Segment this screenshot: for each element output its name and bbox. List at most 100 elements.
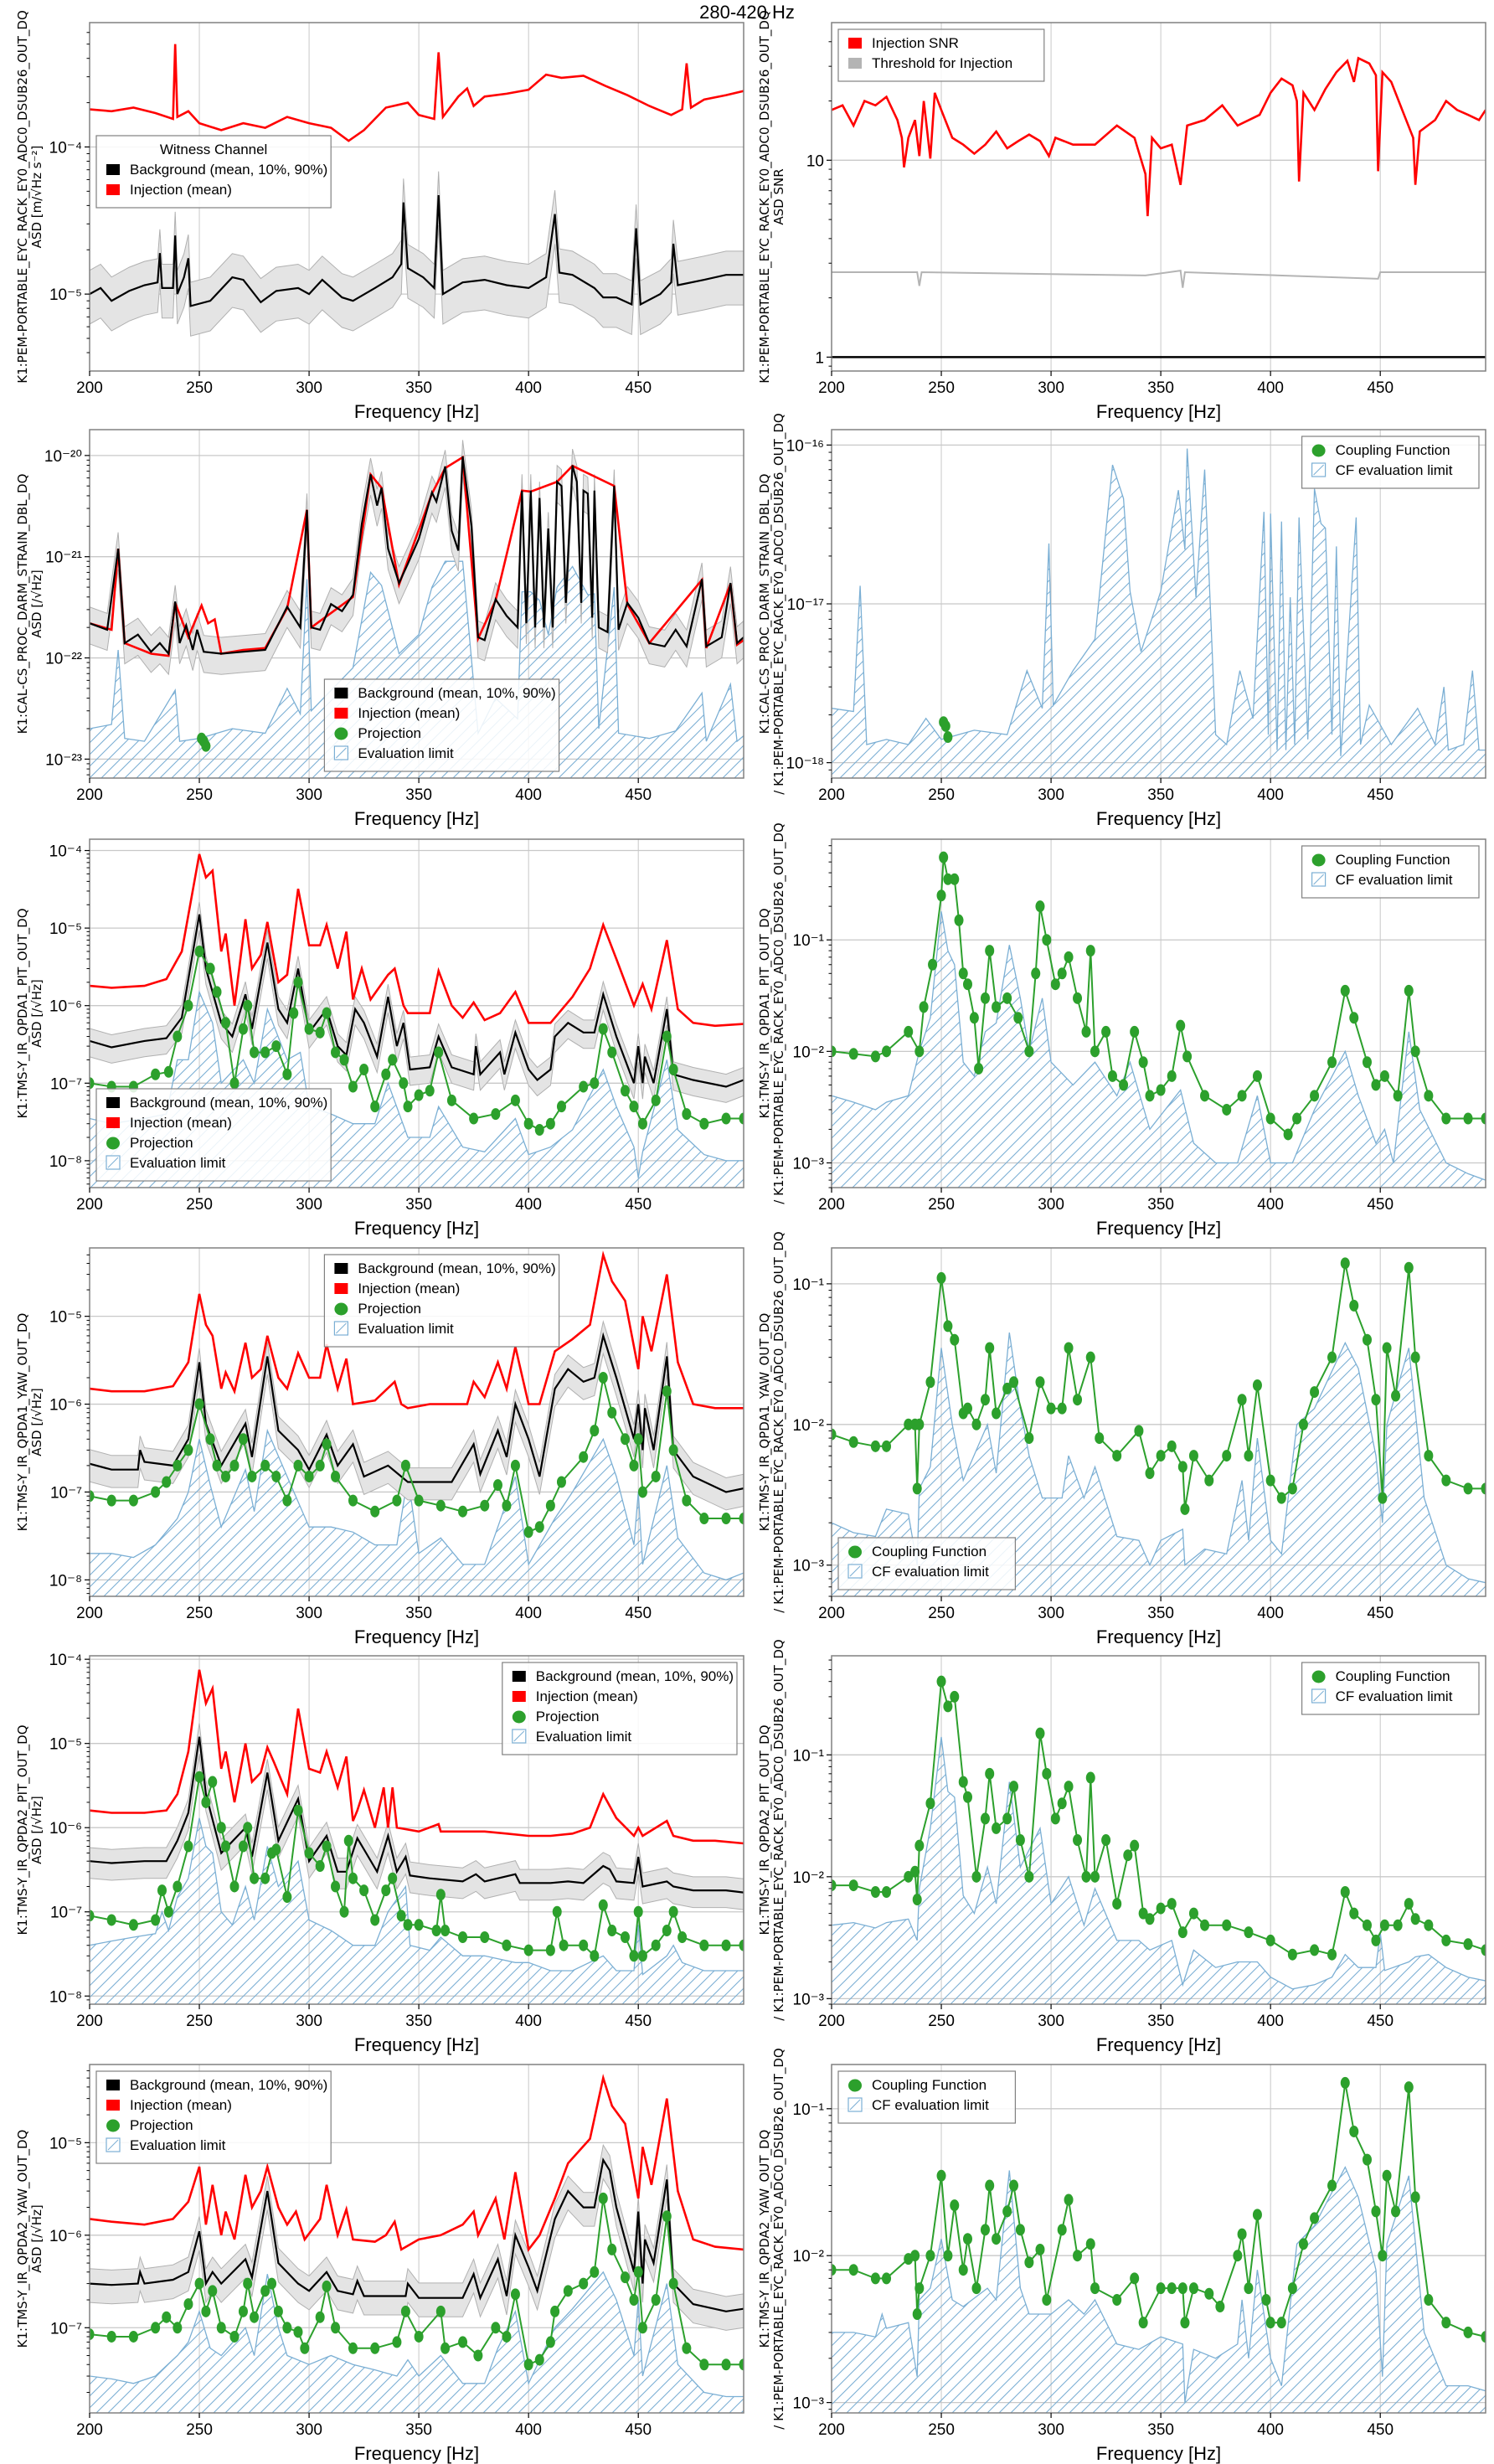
projection-point <box>90 1910 95 1922</box>
projection-point <box>1204 2287 1214 2300</box>
projection-point <box>304 1023 314 1035</box>
projection-point <box>870 1050 880 1063</box>
legend-label: Coupling Function <box>1336 442 1450 458</box>
x-tick-label: 400 <box>515 2013 542 2030</box>
legend: Witness Channel Background (mean, 10%, 90… <box>95 135 332 209</box>
x-tick-label: 450 <box>625 379 652 397</box>
x-axis-label: Frequency [Hz] <box>354 2443 479 2464</box>
y-axis-label: K1:TMS-Y_IR_QPDA1_YAW_OUT_DQ <box>15 1313 31 1532</box>
projection-point <box>1244 2282 1254 2295</box>
projection-point <box>598 1899 608 1911</box>
projection-point <box>194 1398 204 1410</box>
projection-point <box>980 992 990 1004</box>
projection-point <box>1371 1079 1381 1091</box>
legend-frame <box>95 2070 332 2164</box>
projection-point <box>1119 1079 1129 1091</box>
eval-limit-line <box>90 990 744 1178</box>
axes-frame <box>89 1247 744 1597</box>
background-mean-line <box>90 2157 744 2312</box>
projection-point <box>339 1905 349 1918</box>
y-axis-label-units: ASD SNR <box>771 168 786 224</box>
x-tick-label: 250 <box>186 1605 213 1622</box>
projection-point <box>936 2169 946 2182</box>
projection-point <box>1064 1342 1074 1354</box>
projection-point <box>1463 1938 1473 1951</box>
legend-hatch-mark <box>849 1565 861 1577</box>
plot-area <box>90 44 744 337</box>
projection-point <box>510 1094 520 1106</box>
y-axis-label: K1:TMS-Y_IR_QPDA2_PIT_OUT_DQ <box>757 1724 773 1935</box>
projection-point <box>633 1433 643 1446</box>
projection-point <box>414 2330 424 2343</box>
projection-point <box>151 1068 161 1080</box>
projection-point <box>992 1407 1002 1420</box>
y-axis-label: K1:TMS-Y_IR_QPDA2_YAW_OUT_DQ <box>15 2130 31 2348</box>
projection-point <box>492 1479 502 1492</box>
panel-darm-cf: 200 250 300 350 400 450 10⁻¹⁸ 10⁻¹⁷ 10⁻¹⁶ Frequen… <box>757 413 1486 829</box>
projection-point <box>128 2330 138 2343</box>
projection-point <box>607 1925 617 1937</box>
x-axis-label: Frequency [Hz] <box>1096 401 1221 422</box>
y-axis-label-units: / K1:PEM-PORTABLE_EYC_RACK_EY0_ADC0_DSUB… <box>771 1639 787 2020</box>
projection-point <box>282 2322 292 2334</box>
projection-point <box>1379 1070 1389 1082</box>
projection-point <box>315 1860 325 1873</box>
projection-point <box>985 945 995 957</box>
plot-area <box>832 56 1486 358</box>
projection-point <box>579 1939 589 1951</box>
projection-point <box>282 1494 292 1507</box>
eval-limit-line <box>90 2271 744 2398</box>
legend-swatch-injection <box>512 1691 526 1702</box>
projection-point <box>637 1950 647 1962</box>
x-tick-label: 350 <box>1147 1196 1174 1214</box>
legend-swatch-injection <box>106 1117 120 1128</box>
projection-point <box>403 1919 413 1931</box>
projection-point <box>1292 1112 1302 1125</box>
projection-point <box>458 2336 468 2348</box>
projection-point <box>370 1914 380 1926</box>
y-axis-label: K1:TMS-Y_IR_QPDA1_YAW_OUT_DQ <box>757 1313 773 1532</box>
legend-label: Evaluation limit <box>358 745 454 761</box>
projection-point <box>668 1063 678 1075</box>
projection-point <box>151 2322 161 2334</box>
projection-point <box>1180 2317 1190 2329</box>
projection-point <box>229 1880 240 1893</box>
projection-point <box>1035 1376 1045 1389</box>
projection-point <box>348 2342 358 2354</box>
projection-point <box>1156 2282 1166 2295</box>
projection-point <box>1362 2153 1372 2166</box>
projection-point <box>699 1513 709 1525</box>
x-tick-label: 450 <box>1367 786 1394 804</box>
legend-frame <box>502 1662 738 1755</box>
eval-limit-area <box>832 1737 1486 2004</box>
projection-point <box>322 1438 332 1451</box>
projection-point <box>1112 1898 1122 1910</box>
projection-point <box>1310 1386 1320 1399</box>
legend-swatch-projection <box>848 2079 862 2092</box>
x-tick-label: 400 <box>1257 786 1284 804</box>
plot-area <box>90 1250 744 1596</box>
projection-point <box>151 1486 161 1498</box>
x-axis-label: Frequency [Hz] <box>354 1626 479 1647</box>
projection-point <box>832 1045 837 1058</box>
projection-point <box>201 2305 211 2317</box>
projection-point <box>556 1476 566 1488</box>
projection-point <box>1204 1474 1214 1487</box>
projection-point <box>1481 1482 1486 1495</box>
panel-qpda2-pit-cf: 200 250 300 350 400 450 10⁻³ 10⁻² 10⁻¹ Frequency … <box>757 1639 1486 2055</box>
projection-point <box>1265 1474 1275 1487</box>
legend-hatch-mark <box>336 1322 347 1334</box>
projection-point <box>607 2243 617 2255</box>
projection-point <box>620 1433 630 1446</box>
y-tick-label: 10⁻² <box>793 2248 825 2266</box>
legend-swatch-injection <box>106 2100 120 2111</box>
y-tick-label: 10⁻⁶ <box>49 1820 82 1838</box>
projection-point <box>1024 1870 1034 1883</box>
y-tick-label: 10⁻⁷ <box>50 1484 82 1502</box>
projection-point <box>458 1505 468 1518</box>
projection-point <box>1042 1767 1052 1780</box>
y-tick-label: 10⁻² <box>793 1869 825 1887</box>
projection-line <box>90 1377 744 1534</box>
projection-point <box>677 1930 688 1943</box>
